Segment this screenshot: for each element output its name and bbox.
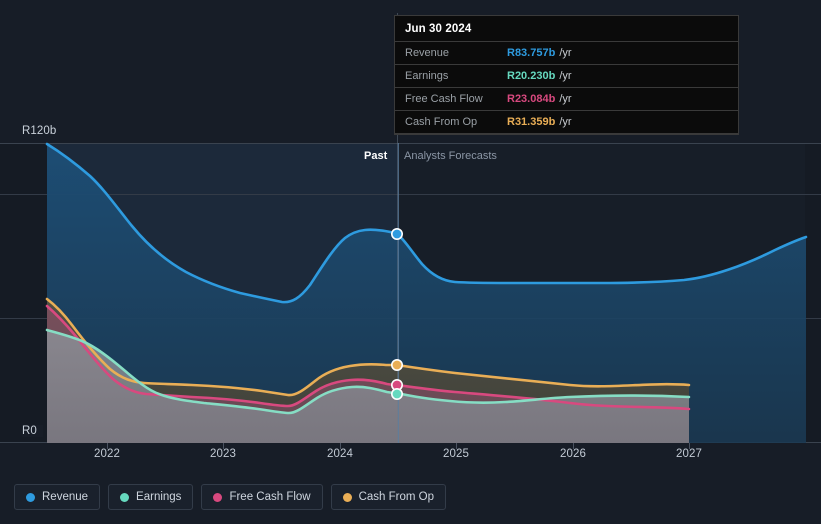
legend-item-revenue[interactable]: Revenue — [14, 484, 101, 510]
tooltip-row-free-cash-flow: Free Cash Flow R23.084b /yr — [395, 88, 738, 111]
x-axis-label-2022: 2022 — [94, 448, 120, 460]
earnings-area — [47, 330, 689, 443]
x-axis-label-2023: 2023 — [210, 448, 236, 460]
x-axis-label-2024: 2024 — [327, 448, 353, 460]
tooltip-label-revenue: Revenue — [405, 47, 450, 59]
y-axis-label-zero: R0 — [22, 425, 43, 437]
x-axis-ticks — [107, 443, 690, 449]
tooltip-row-revenue: Revenue R83.757b /yr — [395, 42, 738, 65]
legend-item-free-cash-flow[interactable]: Free Cash Flow — [201, 484, 323, 510]
forecast-band-label: Analysts Forecasts — [404, 150, 497, 162]
legend-label-free-cash-flow: Free Cash Flow — [229, 491, 311, 503]
tooltip-value-revenue: R83.757b — [507, 47, 556, 59]
financial-area-chart — [0, 13, 821, 449]
tooltip-row-earnings: Earnings R20.230b /yr — [395, 65, 738, 88]
legend-label-revenue: Revenue — [42, 491, 89, 503]
data-tooltip: Jun 30 2024 Revenue R83.757b /yr Earning… — [394, 15, 739, 135]
past-band-label: Past — [364, 150, 388, 162]
tooltip-date: Jun 30 2024 — [395, 16, 738, 42]
revenue-area — [47, 144, 806, 443]
legend-label-cash-from-op: Cash From Op — [358, 491, 435, 503]
tooltip-label-earnings: Earnings — [405, 70, 449, 82]
cash-from-op-line — [45, 297, 691, 397]
tooltip-unit-revenue: /yr — [559, 47, 572, 59]
chart-area: R120b R0 2022 2023 2024 2025 2026 2027 P… — [0, 13, 821, 460]
cash-from-op-marker[interactable] — [390, 358, 403, 371]
tooltip-unit-free-cash-flow: /yr — [559, 93, 572, 105]
free-cash-flow-color-dot-icon — [213, 492, 223, 502]
earnings-line — [45, 328, 691, 415]
cash-from-op-color-dot-icon — [342, 492, 352, 502]
legend-item-earnings[interactable]: Earnings — [108, 484, 194, 510]
revenue-line — [45, 142, 808, 304]
y-axis-label-top: R120b — [22, 125, 63, 137]
tooltip-unit-earnings: /yr — [559, 70, 572, 82]
legend-item-cash-from-op[interactable]: Cash From Op — [330, 484, 447, 510]
x-axis-label-2027: 2027 — [676, 448, 702, 460]
earnings-color-dot-icon — [120, 492, 130, 502]
tooltip-label-cash-from-op: Cash From Op — [405, 116, 478, 128]
free-cash-flow-line — [45, 304, 691, 411]
x-axis-label-2025: 2025 — [443, 448, 469, 460]
tooltip-value-free-cash-flow: R23.084b — [507, 93, 556, 105]
earnings-marker[interactable] — [390, 387, 403, 400]
tooltip-row-cash-from-op: Cash From Op R31.359b /yr — [395, 111, 738, 134]
revenue-marker[interactable] — [390, 228, 403, 241]
tooltip-unit-cash-from-op: /yr — [559, 116, 572, 128]
chart-legend: Revenue Earnings Free Cash Flow Cash Fro… — [14, 484, 447, 510]
legend-label-earnings: Earnings — [136, 491, 182, 503]
revenue-color-dot-icon — [26, 492, 35, 502]
tooltip-label-free-cash-flow: Free Cash Flow — [405, 93, 483, 105]
x-axis-label-2026: 2026 — [560, 448, 586, 460]
tooltip-value-cash-from-op: R31.359b — [507, 116, 556, 128]
tooltip-value-earnings: R20.230b — [507, 70, 556, 82]
